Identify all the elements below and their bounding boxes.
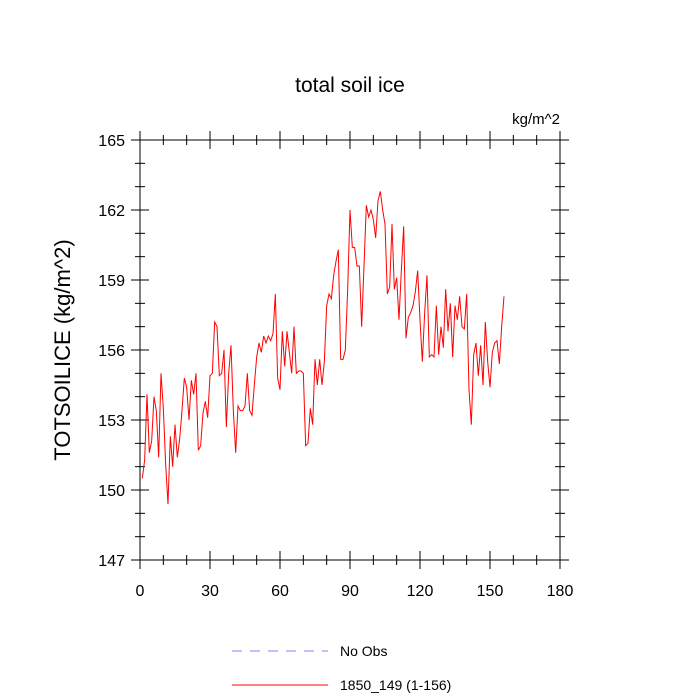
x-tick-label: 0 <box>136 583 145 600</box>
legend-label-no-obs: No Obs <box>340 643 387 659</box>
y-tick-label: 147 <box>98 553 125 570</box>
x-tick-label: 120 <box>407 583 434 600</box>
y-tick-label: 165 <box>98 133 125 150</box>
y-tick-label: 162 <box>98 203 125 220</box>
y-tick-label: 156 <box>98 343 125 360</box>
x-tick-label: 150 <box>477 583 504 600</box>
legend: No Obs 1850_149 (1-156) <box>232 643 451 693</box>
y-tick-label: 150 <box>98 483 125 500</box>
y-tick-label: 153 <box>98 413 125 430</box>
legend-label-series: 1850_149 (1-156) <box>340 677 451 693</box>
plot-frame <box>139 139 561 561</box>
x-tick-label: 30 <box>201 583 219 600</box>
y-tick-label: 159 <box>98 273 125 290</box>
units-label: kg/m^2 <box>512 111 560 128</box>
y-axis-label: TOTSOILICE (kg/m^2) <box>50 239 75 460</box>
axis-ticks <box>131 131 569 569</box>
tick-labels: 0 30 60 90 120 150 180 147 150 153 156 159 162 165 <box>98 133 573 600</box>
series-line <box>141 191 505 505</box>
x-tick-label: 180 <box>547 583 574 600</box>
x-tick-label: 60 <box>271 583 289 600</box>
x-tick-label: 90 <box>341 583 359 600</box>
chart-title: total soil ice <box>295 74 405 97</box>
